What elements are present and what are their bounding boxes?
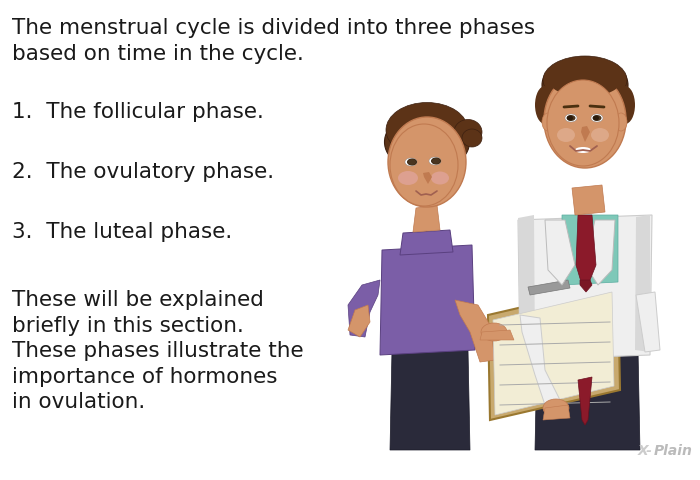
Ellipse shape <box>432 158 440 164</box>
Text: The menstrual cycle is divided into three phases
based on time in the cycle.: The menstrual cycle is divided into thre… <box>12 18 535 64</box>
Text: 1.  The follicular phase.: 1. The follicular phase. <box>12 102 264 122</box>
Polygon shape <box>585 220 615 285</box>
Polygon shape <box>480 330 514 340</box>
Ellipse shape <box>544 72 626 168</box>
Ellipse shape <box>535 86 555 124</box>
Polygon shape <box>580 280 592 292</box>
Ellipse shape <box>384 112 470 172</box>
Ellipse shape <box>566 115 575 121</box>
Ellipse shape <box>405 158 417 166</box>
Text: Plain: Plain <box>654 444 693 458</box>
Polygon shape <box>535 350 640 450</box>
Ellipse shape <box>547 59 623 97</box>
Ellipse shape <box>557 128 575 142</box>
Polygon shape <box>380 245 475 355</box>
Ellipse shape <box>431 171 449 184</box>
Ellipse shape <box>591 114 603 122</box>
Polygon shape <box>518 215 535 357</box>
Polygon shape <box>572 185 605 215</box>
Ellipse shape <box>386 103 468 157</box>
Polygon shape <box>348 280 380 337</box>
Ellipse shape <box>429 157 441 165</box>
Polygon shape <box>413 205 440 232</box>
Polygon shape <box>520 315 560 405</box>
Ellipse shape <box>615 86 635 124</box>
Ellipse shape <box>390 124 458 206</box>
Ellipse shape <box>388 117 466 207</box>
Ellipse shape <box>543 399 569 417</box>
Ellipse shape <box>398 171 418 185</box>
Text: 2.  The ovulatory phase.: 2. The ovulatory phase. <box>12 162 274 182</box>
Polygon shape <box>578 377 592 425</box>
Ellipse shape <box>615 113 627 131</box>
Polygon shape <box>423 172 432 184</box>
Ellipse shape <box>567 116 573 120</box>
Ellipse shape <box>575 147 591 153</box>
Ellipse shape <box>542 113 554 131</box>
Ellipse shape <box>431 157 441 165</box>
Polygon shape <box>543 405 570 420</box>
Ellipse shape <box>592 115 601 121</box>
Ellipse shape <box>408 159 416 165</box>
Polygon shape <box>576 215 596 285</box>
Polygon shape <box>545 220 575 285</box>
Polygon shape <box>348 305 370 337</box>
Text: X-: X- <box>638 444 653 458</box>
Ellipse shape <box>547 80 619 166</box>
Ellipse shape <box>407 158 417 166</box>
Text: These will be explained
briefly in this section.
These phases illustrate the
imp: These will be explained briefly in this … <box>12 290 304 412</box>
Polygon shape <box>493 292 614 415</box>
Ellipse shape <box>593 116 599 120</box>
Ellipse shape <box>591 128 609 142</box>
Ellipse shape <box>481 323 507 341</box>
Polygon shape <box>562 215 618 285</box>
Ellipse shape <box>565 114 577 122</box>
Ellipse shape <box>454 120 482 144</box>
Polygon shape <box>455 300 495 362</box>
Polygon shape <box>636 292 660 352</box>
Text: 3.  The luteal phase.: 3. The luteal phase. <box>12 222 232 242</box>
Polygon shape <box>400 230 453 255</box>
Ellipse shape <box>462 129 482 147</box>
Ellipse shape <box>543 56 627 104</box>
Polygon shape <box>518 215 652 360</box>
Polygon shape <box>635 215 650 352</box>
Polygon shape <box>528 280 570 295</box>
Polygon shape <box>390 350 470 450</box>
Polygon shape <box>581 126 590 142</box>
Polygon shape <box>488 285 620 420</box>
Ellipse shape <box>542 57 628 113</box>
